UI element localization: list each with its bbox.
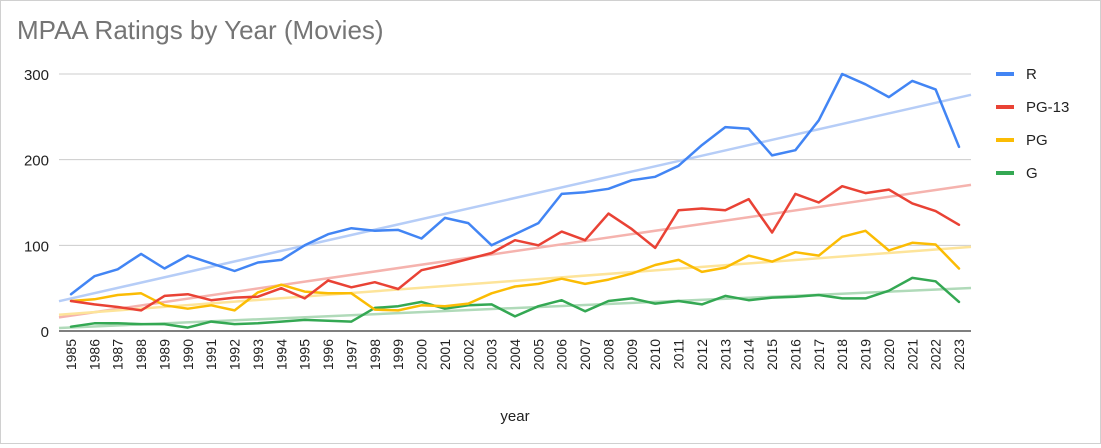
x-tick-label-2010: 2010 [647,339,663,370]
x-tick-label-2003: 2003 [484,339,500,370]
trendline-r [58,93,972,303]
x-tick-label-2012: 2012 [694,339,710,370]
legend-item-pg-13: PG-13 [996,99,1069,116]
y-tick-label-200: 200 [24,153,49,170]
x-tick-label-1990: 1990 [180,339,196,370]
trendline-pg [58,245,972,316]
x-tick-label-2008: 2008 [600,339,616,370]
x-tick-label-1986: 1986 [86,339,102,370]
trendline-pg-13 [58,183,972,319]
y-tick-label-0: 0 [41,324,49,341]
x-tick-label-2017: 2017 [811,339,827,370]
x-tick-label-1993: 1993 [250,339,266,370]
chart-title: MPAA Ratings by Year (Movies) [17,15,384,45]
x-tick-label-2020: 2020 [881,339,897,370]
x-tick-label-2000: 2000 [414,339,430,370]
x-tick-label-2022: 2022 [928,339,944,370]
x-tick-label-1996: 1996 [320,339,336,370]
series-line-g [69,276,961,329]
legend-item-g: G [996,165,1038,182]
x-tick-label-1992: 1992 [227,339,243,370]
x-tick-label-1987: 1987 [110,339,126,370]
legend-item-pg: PG [996,132,1048,149]
series-line-pg [69,229,961,312]
x-tick-label-1991: 1991 [203,339,219,370]
y-tick-label-300: 300 [24,67,49,84]
x-tick-label-1985: 1985 [63,339,79,370]
x-tick-label-2009: 2009 [624,339,640,370]
x-tick-label-1994: 1994 [273,339,289,370]
x-tick-label-2001: 2001 [437,339,453,370]
x-tick-label-1997: 1997 [343,339,359,370]
legend-label-r: R [1026,66,1037,83]
x-tick-label-2023: 2023 [951,339,967,370]
legend-label-pg-13: PG-13 [1026,99,1069,116]
x-tick-label-2007: 2007 [577,339,593,370]
x-tick-label-2011: 2011 [671,339,687,369]
legend-label-pg: PG [1026,132,1048,149]
x-tick-label-2018: 2018 [834,339,850,370]
x-tick-label-2021: 2021 [904,339,920,370]
x-tick-label-2016: 2016 [787,339,803,370]
x-tick-label-1999: 1999 [390,339,406,370]
x-axis-label: year [500,408,529,425]
legend-label-g: G [1026,165,1038,182]
series-line-r [69,72,961,296]
x-tick-label-1988: 1988 [133,339,149,370]
x-tick-label-1989: 1989 [156,339,172,370]
legend-item-r: R [996,66,1037,83]
x-tick-label-2005: 2005 [530,339,546,370]
x-tick-label-1995: 1995 [297,339,313,370]
x-tick-label-2002: 2002 [460,339,476,370]
x-tick-label-2006: 2006 [554,339,570,370]
x-tick-label-2004: 2004 [507,339,523,370]
x-tick-label-2019: 2019 [858,339,874,370]
y-tick-label-100: 100 [24,238,49,255]
x-tick-label-1998: 1998 [367,339,383,370]
series-line-pg-13 [69,184,961,312]
x-tick-label-2014: 2014 [741,339,757,370]
x-tick-label-2015: 2015 [764,339,780,370]
x-tick-label-2013: 2013 [717,339,733,370]
